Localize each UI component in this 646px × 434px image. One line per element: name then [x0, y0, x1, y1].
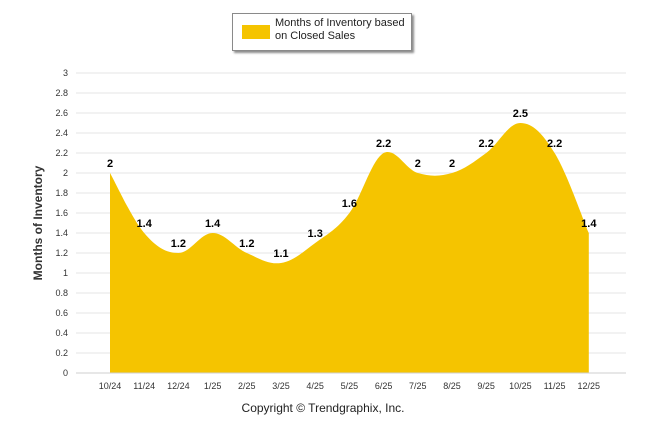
x-tick-label: 10/25 [509, 381, 532, 391]
data-label: 2.2 [376, 138, 391, 150]
data-label: 1.2 [171, 238, 186, 250]
x-tick-label: 11/24 [133, 381, 155, 391]
y-axis-title: Months of Inventory [31, 165, 45, 280]
copyright-text: Copyright © Trendgraphix, Inc. [241, 401, 405, 415]
x-tick-label: 8/25 [443, 381, 461, 391]
y-tick-label: 2.4 [55, 128, 68, 138]
y-tick-label: 2.2 [55, 148, 68, 158]
x-tick-label: 11/25 [544, 381, 566, 391]
data-label: 2.5 [513, 108, 528, 120]
data-label: 1.1 [273, 248, 288, 260]
legend-swatch [242, 25, 270, 39]
data-label: 1.4 [205, 218, 221, 230]
y-tick-label: 0.6 [55, 308, 68, 318]
x-tick-label: 12/24 [167, 381, 190, 391]
legend-label: Months of Inventory based on Closed Sale… [275, 17, 405, 42]
x-tick-label: 4/25 [306, 381, 324, 391]
data-label: 1.6 [342, 198, 357, 210]
x-tick-label: 12/25 [578, 381, 601, 391]
data-label: 2 [415, 158, 421, 170]
y-tick-label: 0.2 [55, 348, 68, 358]
y-tick-label: 1 [63, 268, 68, 278]
y-axis-ticks: 0 0.2 0.4 0.6 0.8 1 1.2 1.4 1.6 1.8 2 2.2 2.4 2.6 2.8 3 [55, 68, 68, 378]
data-label: 2.2 [547, 138, 562, 150]
y-tick-label: 2.8 [55, 88, 68, 98]
area-series [110, 123, 589, 373]
x-tick-label: 6/25 [375, 381, 393, 391]
x-tick-label: 9/25 [477, 381, 495, 391]
x-tick-label: 7/25 [409, 381, 427, 391]
data-label: 2 [107, 158, 113, 170]
data-label: 1.4 [581, 218, 597, 230]
y-tick-label: 2.6 [55, 108, 68, 118]
data-label: 1.4 [137, 218, 153, 230]
x-tick-label: 3/25 [272, 381, 290, 391]
y-tick-label: 0 [63, 368, 68, 378]
chart-legend: Months of Inventory based on Closed Sale… [232, 13, 412, 51]
y-tick-label: 1.2 [55, 248, 68, 258]
x-tick-label: 1/25 [204, 381, 222, 391]
y-tick-label: 1.6 [55, 208, 68, 218]
y-tick-label: 3 [63, 68, 68, 78]
area-fill [110, 123, 589, 373]
data-label: 1.2 [239, 238, 254, 250]
y-tick-label: 0.8 [55, 288, 68, 298]
y-tick-label: 1.8 [55, 188, 68, 198]
x-tick-label: 10/24 [99, 381, 122, 391]
data-label: 2.2 [479, 138, 494, 150]
y-tick-label: 2 [63, 168, 68, 178]
x-axis-ticks: 10/24 11/24 12/24 1/25 2/25 3/25 4/25 5/25 6/25 7… [99, 381, 600, 391]
data-label: 1.3 [308, 228, 323, 240]
data-labels: 2 1.4 1.2 1.4 1.2 1.1 1.3 1.6 2.2 2 2 2.2 2.5 2.2 1.4 [107, 108, 597, 260]
x-tick-label: 5/25 [341, 381, 359, 391]
x-tick-label: 2/25 [238, 381, 256, 391]
data-label: 2 [449, 158, 455, 170]
y-tick-label: 0.4 [55, 328, 68, 338]
y-tick-label: 1.4 [55, 228, 68, 238]
